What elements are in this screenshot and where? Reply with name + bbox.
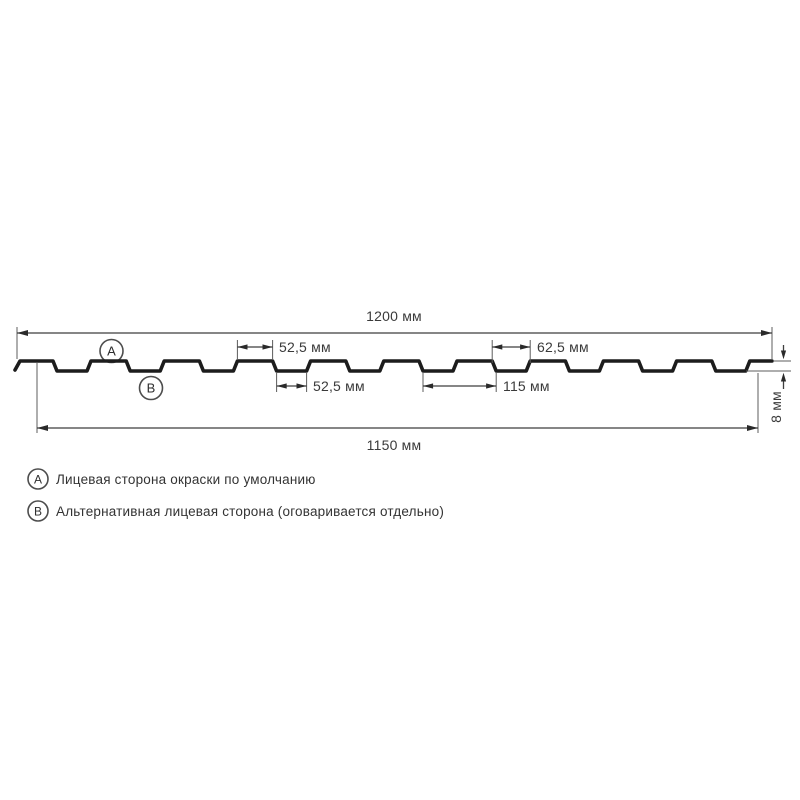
marker-a: A <box>99 338 124 364</box>
arrow-left-icon <box>17 330 28 336</box>
arrow-right-icon <box>761 330 772 336</box>
useful-width-label: 1150 мм <box>367 437 422 453</box>
arrow-right-icon <box>296 383 307 389</box>
top-flat-label: 52,5 мм <box>279 339 331 355</box>
marker-b-letter: B <box>147 381 156 396</box>
dimension-top-flat: 52,5 мм <box>236 339 331 359</box>
arrow-up-icon <box>780 372 787 382</box>
arrow-right-icon <box>262 344 273 350</box>
dimension-total-width: 1200 мм <box>16 308 773 359</box>
profile-height-label: 8 мм <box>768 391 784 423</box>
arrow-left-icon <box>237 344 248 350</box>
marker-a-letter: A <box>107 344 116 359</box>
marker-b-circle <box>138 375 164 401</box>
legend-marker-a-letter: A <box>34 473 42 487</box>
arrow-right-icon <box>486 383 497 389</box>
arrow-left-icon <box>492 344 503 350</box>
marker-b: B <box>138 375 164 401</box>
dimension-trough-top: 62,5 мм <box>491 339 589 363</box>
dimension-profile-height: 8 мм <box>746 345 791 423</box>
legend: A Лицевая сторона окраски по умолчанию B… <box>27 468 444 522</box>
arrow-right-icon <box>520 344 531 350</box>
arrow-left-icon <box>423 383 434 389</box>
dimension-pitch: 115 мм <box>422 373 550 394</box>
legend-marker-b-circle <box>27 500 49 522</box>
legend-item: A Лицевая сторона окраски по умолчанию <box>27 468 316 490</box>
legend-marker-a-circle <box>27 468 49 490</box>
arrow-down-icon <box>780 350 787 360</box>
bottom-flat-label: 52,5 мм <box>313 378 365 394</box>
sheet-profile-outline <box>13 359 774 373</box>
arrow-left-icon <box>276 383 287 389</box>
total-width-label: 1200 мм <box>366 308 422 324</box>
dimension-useful-width: 1150 мм <box>36 363 759 453</box>
arrow-right-icon <box>747 425 758 431</box>
legend-marker-b-letter: B <box>34 505 42 519</box>
dimension-bottom-flat: 52,5 мм <box>276 373 365 394</box>
arrow-left-icon <box>37 425 48 431</box>
trough-top-label: 62,5 мм <box>537 339 589 355</box>
legend-item-a-text: Лицевая сторона окраски по умолчанию <box>56 472 316 487</box>
pitch-label: 115 мм <box>503 378 550 394</box>
legend-item-b-text: Альтернативная лицевая сторона (оговарив… <box>56 504 444 519</box>
legend-item: B Альтернативная лицевая сторона (оговар… <box>27 500 444 522</box>
